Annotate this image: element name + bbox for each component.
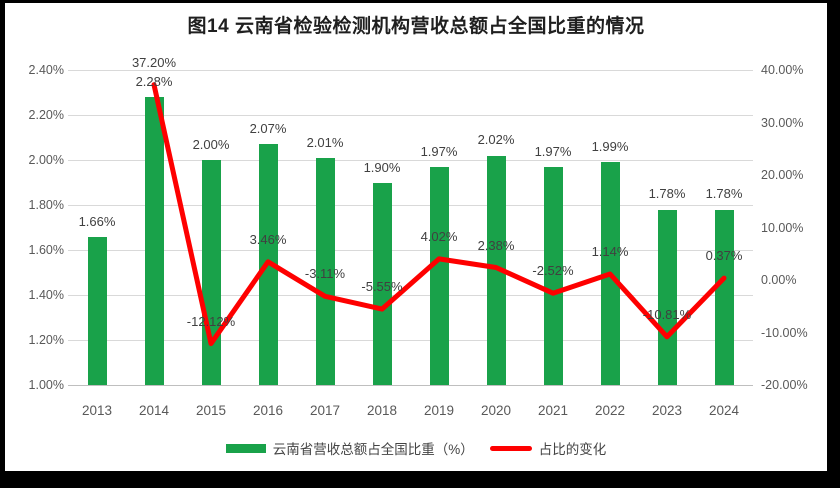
x-axis-label: 2021: [537, 403, 569, 418]
revenue-share-bar: [258, 144, 278, 385]
bar-data-label: 2.07%: [249, 121, 287, 136]
x-axis-label: 2024: [708, 403, 740, 418]
left-axis-tick: 2.00%: [28, 153, 64, 167]
bar-data-label: 1.97%: [420, 144, 458, 159]
x-axis-label: 2023: [651, 403, 683, 418]
left-axis-tick: 1.60%: [28, 243, 64, 257]
revenue-share-bar: [201, 160, 221, 385]
bar-series-legend-label: 云南省营收总额占全国比重（%）: [272, 442, 474, 457]
line-data-label: 2.38%: [477, 238, 515, 253]
x-axis-label: 2014: [138, 403, 170, 418]
bar-data-label: 2.00%: [192, 137, 230, 152]
right-axis-tick: 20.00%: [761, 168, 804, 182]
revenue-share-bar: [714, 209, 734, 385]
legend-item-bar-series: 云南省营收总额占全国比重（%）: [225, 438, 474, 458]
revenue-share-bar: [144, 97, 164, 385]
bar-data-label: 1.78%: [648, 186, 686, 201]
revenue-share-bar: [87, 236, 107, 385]
line-data-label: 37.20%: [131, 55, 177, 70]
right-axis-tick: -10.00%: [761, 326, 808, 340]
x-axis-label: 2020: [480, 403, 512, 418]
bar-data-label: 2.02%: [477, 132, 515, 147]
bar-series-swatch-icon: [225, 443, 266, 453]
bar-data-label: 1.90%: [363, 160, 401, 175]
revenue-share-bar: [600, 162, 620, 385]
left-axis-tick: 2.20%: [28, 108, 64, 122]
legend: 云南省营收总额占全国比重（%） 占比的变化: [5, 438, 827, 458]
bar-data-label: 1.97%: [534, 144, 572, 159]
revenue-share-bar: [657, 209, 677, 385]
chart-title: 图14 云南省检验检测机构营收总额占全国比重的情况: [187, 16, 645, 37]
line-data-label: 0.37%: [705, 248, 743, 263]
bar-data-label: 2.28%: [135, 74, 173, 89]
x-axis-label: 2022: [594, 403, 626, 418]
right-axis-tick: 10.00%: [761, 221, 804, 235]
gridline: [68, 250, 753, 251]
bar-data-label: 2.01%: [306, 135, 344, 150]
revenue-share-bar: [429, 166, 449, 385]
right-axis-tick: -20.00%: [761, 378, 808, 392]
line-data-label: -5.55%: [361, 279, 403, 294]
left-axis-tick: 1.80%: [28, 198, 64, 212]
line-data-label: 3.46%: [249, 232, 287, 247]
left-axis-tick: 1.00%: [28, 378, 64, 392]
gridline: [68, 115, 753, 116]
line-data-label: -2.52%: [532, 263, 574, 278]
line-series-swatch-icon: [489, 445, 532, 451]
left-axis-tick: 1.40%: [28, 288, 64, 302]
x-axis-label: 2019: [423, 403, 455, 418]
line-data-label: 1.14%: [591, 244, 629, 259]
gridline: [68, 205, 753, 206]
left-axis-tick: 2.40%: [28, 63, 64, 77]
line-series-legend-label: 占比的变化: [538, 442, 607, 457]
gridline: [68, 70, 753, 71]
left-axis-tick: 1.20%: [28, 333, 64, 347]
bar-data-label: 1.78%: [705, 186, 743, 201]
line-data-label: -10.81%: [642, 307, 692, 322]
revenue-share-bar: [486, 155, 506, 385]
line-data-label: -12.12%: [186, 314, 236, 329]
bar-data-label: 1.66%: [78, 214, 116, 229]
x-axis-label: 2015: [195, 403, 227, 418]
gridline: [68, 385, 753, 386]
line-data-label: 4.02%: [420, 229, 458, 244]
line-data-label: -3.11%: [304, 266, 346, 281]
right-axis-tick: 0.00%: [761, 273, 797, 287]
gridline: [68, 340, 753, 341]
legend-item-line-series: 占比的变化: [489, 438, 607, 458]
x-axis-label: 2016: [252, 403, 284, 418]
x-axis-label: 2017: [309, 403, 341, 418]
right-axis-tick: 30.00%: [761, 116, 804, 130]
right-axis-tick: 40.00%: [761, 63, 804, 77]
x-axis-label: 2013: [81, 403, 113, 418]
gridline: [68, 295, 753, 296]
bar-data-label: 1.99%: [591, 139, 629, 154]
x-axis-label: 2018: [366, 403, 398, 418]
